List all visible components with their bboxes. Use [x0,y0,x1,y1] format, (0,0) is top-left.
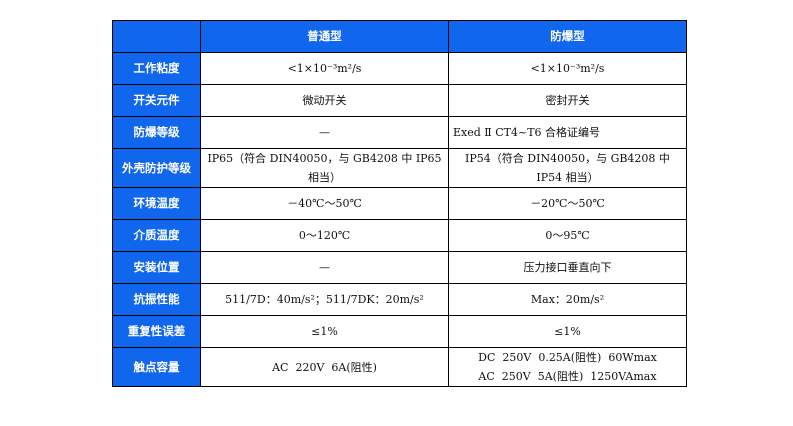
table-row: 防爆等级 — Exed Ⅱ CT4~T6 合格证编号 [112,116,687,149]
table-row: 触点容量 AC 220V 6A(阻性) DC 250V 0.25A(阻性) 60Wm… [112,347,687,387]
cell-explosion-proof: DC 250V 0.25A(阻性) 60Wmax AC 250V 5A(阻性) 1… [448,347,687,387]
cell-standard: 0～120℃ [200,219,449,252]
row-label: 重复性误差 [112,315,201,348]
row-label: 开关元件 [112,84,201,117]
cell-standard: — [200,116,449,149]
table-row: 外壳防护等级 IP65（符合 DIN40050，与 GB4208 中 IP65 相… [112,148,687,188]
table-row: 重复性误差 ≤1% ≤1% [112,315,687,348]
cell-standard: AC 220V 6A(阻性) [200,347,449,387]
table-row: 抗振性能 511/7D：40m/s²；511/7DK：20m/s² Max：20m/… [112,283,687,316]
header-standard: 普通型 [200,20,449,53]
header-corner [112,20,201,53]
cell-explosion-proof: IP54（符合 DIN40050，与 GB4208 中 IP54 相当） [448,148,687,188]
row-label: 安装位置 [112,251,201,284]
cell-standard: IP65（符合 DIN40050，与 GB4208 中 IP65 相当） [200,148,449,188]
cell-standard: ≤1% [200,315,449,348]
table-row: 环境温度 －40℃～50℃ －20℃～50℃ [112,187,687,220]
cell-standard: －40℃～50℃ [200,187,449,220]
cell-standard: 微动开关 [200,84,449,117]
row-label: 外壳防护等级 [112,148,201,188]
row-label: 防爆等级 [112,116,201,149]
cell-explosion-proof: <1×10⁻³m²/s [448,52,687,85]
row-label: 环境温度 [112,187,201,220]
table-row: 安装位置 — 压力接口垂直向下 [112,251,687,284]
row-label: 抗振性能 [112,283,201,316]
table-row: 工作粘度 <1×10⁻³m²/s <1×10⁻³m²/s [112,52,687,85]
ac-rating: AC 250V 5A(阻性) 1250VAmax [478,370,657,383]
cell-standard: — [200,251,449,284]
table-row: 介质温度 0～120℃ 0～95℃ [112,219,687,252]
dc-rating: DC 250V 0.25A(阻性) 60Wmax [478,351,657,364]
cell-standard: <1×10⁻³m²/s [200,52,449,85]
table-row: 开关元件 微动开关 密封开关 [112,84,687,117]
row-label: 触点容量 [112,347,201,387]
cell-explosion-proof: Exed Ⅱ CT4~T6 合格证编号 [448,116,687,149]
row-label: 工作粘度 [112,52,201,85]
row-label: 介质温度 [112,219,201,252]
cell-standard: 511/7D：40m/s²；511/7DK：20m/s² [200,283,449,316]
cell-explosion-proof: 密封开关 [448,84,687,117]
cell-explosion-proof: 0～95℃ [448,219,687,252]
cell-explosion-proof: Max：20m/s² [448,283,687,316]
spec-comparison-table: 普通型 防爆型 工作粘度 <1×10⁻³m²/s <1×10⁻³m²/s 开关元件微… [112,20,687,387]
cell-explosion-proof: ≤1% [448,315,687,348]
cell-explosion-proof: 压力接口垂直向下 [448,251,687,284]
header-row: 普通型 防爆型 [112,20,687,53]
cell-explosion-proof: －20℃～50℃ [448,187,687,220]
header-explosion-proof: 防爆型 [448,20,687,53]
